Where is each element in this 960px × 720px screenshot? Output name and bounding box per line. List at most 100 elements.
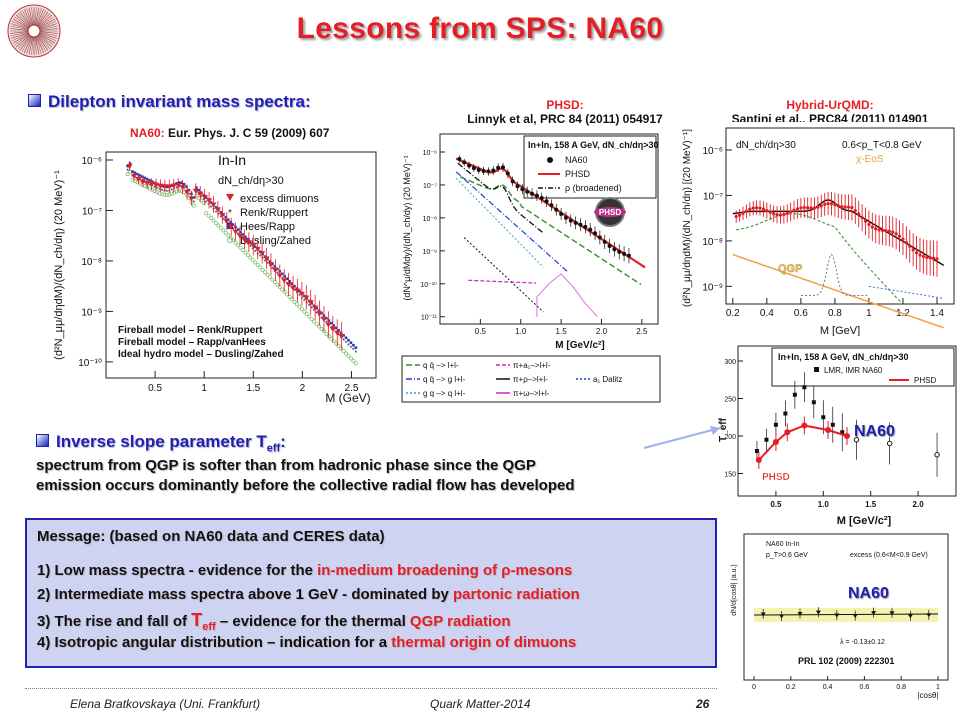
data-point [789,210,793,214]
data-point [170,183,177,189]
data-point [758,206,762,210]
na60-point [792,392,797,397]
renk-point: * [131,174,134,181]
x-tick-label: 2.0 [596,327,608,336]
footer-conference: Quark Matter-2014 [430,697,531,711]
phsd-point [784,429,791,436]
data-point [904,240,908,245]
pia1-curve [468,279,537,284]
dusling-point [326,334,331,339]
renk-point: * [197,193,200,200]
data-point [850,206,854,210]
data-point [779,614,785,619]
dusling-point [295,302,299,307]
dusling-point [263,270,268,275]
hees-point [170,184,174,188]
logo-ray [10,28,29,31]
logo-ray [37,12,51,27]
dusling-point [312,319,317,324]
hybrid-spectrum-plot: 10⁻⁶10⁻⁷10⁻⁸10⁻⁹0.2 0.4 0.6 0.8 1 1.2 1.4 (d²N… [680,122,960,336]
x-axis-label: M [GeV/c²] [837,515,892,527]
x-tick-label: 0.5 [770,500,782,509]
renk-point: * [269,264,272,271]
legend-header: In+In, 158 A GeV, dN_ch/dη>30 [528,140,659,150]
dusling-point [334,341,339,346]
renk-point: * [345,340,348,347]
hees-point [334,326,338,330]
na60-point [476,167,481,172]
data-point [870,225,874,229]
gq-curve [455,178,544,268]
teff-plot: In+In, 158 A GeV, dN_ch/dη>30 LMR, IMR N… [714,338,960,528]
data-point [184,189,190,195]
x-tick-label: 0.6 [794,308,808,319]
logo-ray [10,31,29,34]
na60-point [544,199,549,204]
data-point [219,213,226,219]
na60-point [593,231,598,236]
hees-point [165,185,169,189]
data-point [802,205,806,210]
na60-point [510,179,515,184]
renk-point: * [254,249,257,256]
data-point [816,205,820,209]
na60-point [559,212,564,217]
dusling-point [282,289,287,294]
data-point [741,211,745,215]
data-point [926,613,932,618]
y-tick-label: 10⁻⁹ [423,249,437,256]
x-axis-label: M [GeV] [820,325,860,336]
x-tick-label: 1 [201,383,207,394]
logo-ray [10,31,29,37]
hees-point [325,316,328,320]
qgp-label: QGP [778,263,802,275]
plot-frame [743,533,949,681]
data-point [135,176,142,182]
logo-ray [36,8,45,26]
na60-point [783,411,788,416]
university-logo [7,4,61,58]
dusling-point [177,188,182,193]
y-tick-label: 10⁻¹⁰ [78,358,102,369]
model-line-1: Fireball model – Renk/Ruppert [118,325,263,336]
data-point [857,212,861,216]
data-point [834,613,840,618]
dusling-point [223,230,228,235]
data-point [263,256,270,262]
dusling-point [341,349,346,353]
dusling-point [248,255,253,260]
legend-phsd: PHSD [565,169,591,179]
data-point [228,224,235,230]
footer-divider [25,688,717,689]
logo-ray [26,36,33,54]
renk-point: * [283,279,286,286]
x-tick-label: 1 [936,684,940,691]
data-point [738,213,742,217]
renk-point: * [320,316,323,323]
x-tick-label: 0.2 [786,684,796,691]
y-tick-label: 10⁻⁷ [423,183,437,190]
dusling-point [319,326,324,331]
y-tick-label: 300 [724,359,736,366]
dusling-point [258,265,263,270]
renk-point: * [151,184,154,191]
data-point [259,251,266,257]
logo-ray [11,32,29,39]
na60-point [467,163,472,168]
message-title: Message: (based on NA60 data and CERES d… [37,528,385,545]
data-point [748,207,752,211]
data-point [294,288,301,294]
logo-ray [35,8,42,26]
logo-ray [19,35,31,51]
renk-point: * [210,205,213,212]
na60-point [811,400,816,405]
message-item-1: 1) Low mass spectra - evidence for the i… [37,562,573,579]
na60-point [622,251,627,256]
data-point [768,210,772,214]
renk-point: * [170,188,173,195]
dusling-point [226,233,231,238]
logo-ray [11,23,29,30]
dusling-point [221,228,226,233]
logo-ray [28,7,34,26]
data-point [836,204,840,208]
